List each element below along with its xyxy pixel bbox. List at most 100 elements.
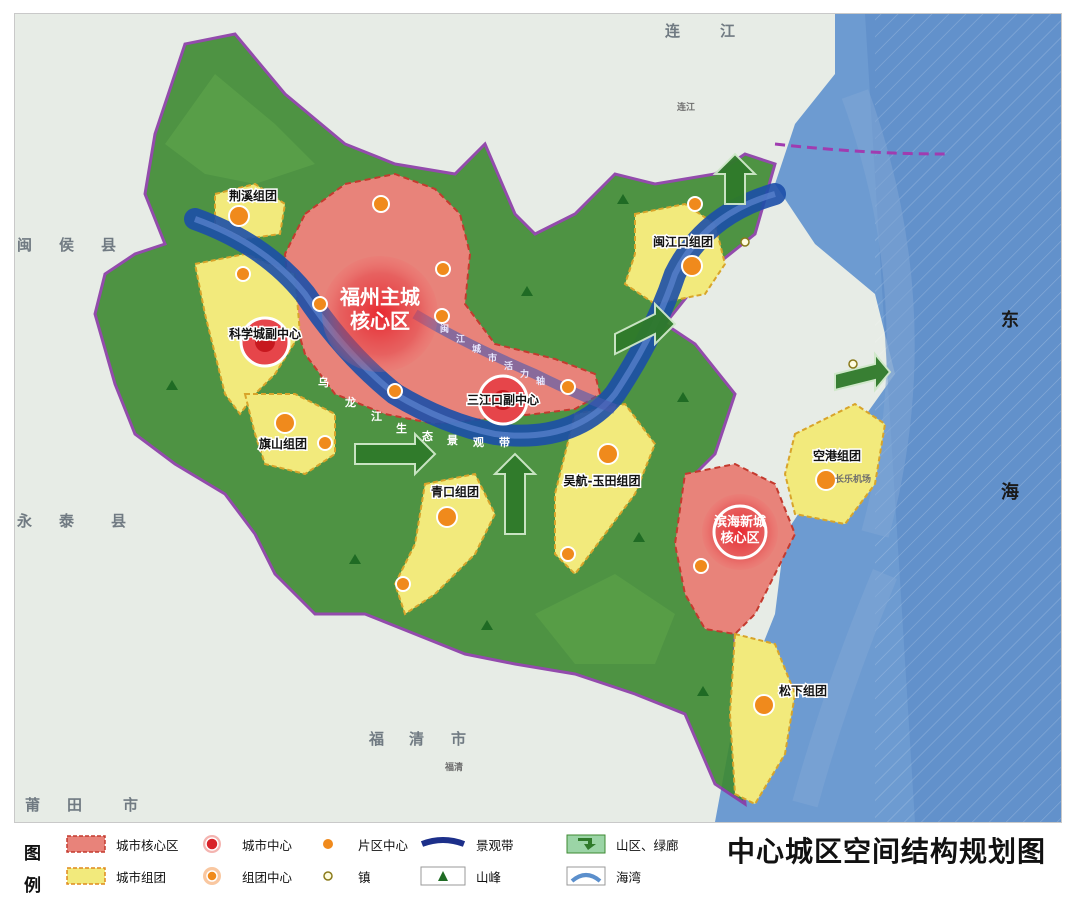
sea-boundary-line <box>774 142 946 156</box>
core-labels: 福州主城 核心区 滨海新城 核心区 <box>339 285 766 546</box>
cluster-labels: 荆溪组团 闽江口组团 旗山组团 青口组团 吴航-玉田组团 空港组团 松下组团 <box>227 187 862 700</box>
region-shi1: 市 <box>451 730 466 748</box>
belt2-char-2: 江 <box>456 333 465 345</box>
area-center-8 <box>317 435 333 451</box>
region-labels: 连 江 闽 侯 县 永 泰 县 福 清 市 莆 田 市 <box>16 22 735 814</box>
cluster-center-qingkou <box>436 506 458 528</box>
cluster-songxia <box>728 632 797 806</box>
legend-city-cluster: 城市组团 <box>66 865 166 887</box>
peak-1 <box>617 194 629 204</box>
area-center-3 <box>312 296 328 312</box>
belt-char-1: 乌 <box>318 375 329 389</box>
legend-label: 片区中心 <box>358 837 409 853</box>
map-canvas: 连 江 闽 侯 县 永 泰 县 福 清 市 莆 田 市 东 海 连江 长乐机场 … <box>15 14 1061 822</box>
map-title: 中心城区空间结构规划图 <box>726 835 1046 868</box>
area-center-4 <box>435 261 451 277</box>
sea-labels: 东 海 <box>1001 309 1019 503</box>
peak-5 <box>633 532 645 542</box>
label-jingxi: 荆溪组团 <box>229 188 277 203</box>
peaks <box>166 194 709 696</box>
landscape-belt-icon <box>420 834 466 854</box>
legend-label: 城市组团 <box>116 869 167 885</box>
town-1 <box>848 359 858 369</box>
belt2-char-1: 闽 <box>440 323 449 335</box>
fuzhou-core-label-2: 核心区 <box>350 309 410 333</box>
small-place-labels: 连江 长乐机场 福清 <box>444 101 871 773</box>
legend-city-core-symbol <box>66 834 106 854</box>
mountain-highlight-1 <box>165 74 315 184</box>
belt-chars: 乌 龙 江 生 态 景 观 带 <box>318 375 510 449</box>
fuzhou-core-label-1: 福州主城 <box>339 285 420 309</box>
region-fu: 福 <box>368 730 384 748</box>
legend-city-cluster-symbol <box>66 866 106 886</box>
area-center-5 <box>434 308 450 324</box>
label-kexuecheng: 科学城副中心 <box>229 326 301 341</box>
belt2-char-6: 力 <box>520 368 529 380</box>
area-center-2 <box>235 266 251 282</box>
legend-label: 海湾 <box>616 869 642 885</box>
corridor-arrow-1 <box>354 431 437 477</box>
area-center-11 <box>687 196 703 212</box>
legend-mountain-corridor: 山区、绿廊 <box>566 833 679 855</box>
sea-label-hai: 海 <box>1001 481 1019 503</box>
city-center-icon <box>192 834 232 854</box>
binhai-core-label-1: 滨海新城 <box>714 514 766 530</box>
region-shi2: 市 <box>123 796 138 814</box>
belt-char-5: 态 <box>422 429 433 443</box>
bay-arc-north <box>841 89 915 538</box>
belt-char-2: 龙 <box>344 395 356 409</box>
place-lianjiang: 连江 <box>677 101 695 113</box>
peak-4 <box>349 554 361 564</box>
region-qing: 清 <box>409 730 424 748</box>
towns <box>740 237 858 369</box>
area-center-10 <box>560 546 576 562</box>
label-songxia: 松下组团 <box>779 683 827 698</box>
cluster-wuhang <box>554 402 657 576</box>
legend-city-core-area: 城市核心区 <box>66 833 179 855</box>
peak-6 <box>481 620 493 630</box>
belt-char-3: 江 <box>371 409 382 423</box>
landscape-belt-inner <box>193 191 776 439</box>
label-qishan: 旗山组团 <box>259 436 307 451</box>
corridor-arrow-3 <box>614 301 677 356</box>
cluster-center-minjiangkou <box>681 255 703 277</box>
legend-label: 山峰 <box>476 869 502 885</box>
region-tian: 田 <box>67 796 82 814</box>
area-center-12 <box>693 558 709 574</box>
subcenter-labels: 科学城副中心 三江口副中心 <box>227 325 540 409</box>
area-centers <box>228 195 837 716</box>
label-konggang: 空港组团 <box>813 448 861 463</box>
belt-secondary <box>412 309 617 414</box>
corridor-arrow-2 <box>492 452 538 535</box>
peak-2 <box>166 380 178 390</box>
corridor-arrow-5 <box>834 351 892 393</box>
region-pu: 莆 <box>25 796 40 814</box>
place-fuqing: 福清 <box>444 761 463 773</box>
legend-label: 山区、绿廊 <box>616 837 679 853</box>
area-center-9 <box>395 576 411 592</box>
clusters <box>193 182 887 806</box>
town-2 <box>740 237 750 247</box>
belt-char-6: 景 <box>446 434 458 447</box>
sanjiangkou-center <box>493 390 513 410</box>
belt-char-7: 观 <box>473 436 484 449</box>
belt-char-4: 生 <box>396 421 407 435</box>
belt2-chars: 闽 江 城 市 活 力 轴 <box>440 323 545 387</box>
legend-label: 城市核心区 <box>116 837 179 853</box>
sea-label-dong: 东 <box>1001 309 1019 331</box>
legend-area-center: 片区中心 <box>308 833 408 855</box>
corridor-arrows <box>354 152 892 535</box>
kexuecheng-center <box>255 332 275 352</box>
cluster-center-qishan <box>274 412 296 434</box>
area-center-6 <box>387 383 403 399</box>
legend-peak: 山峰 <box>420 865 501 887</box>
label-wuhang: 吴航-玉田组团 <box>564 473 641 488</box>
cluster-center-konggang <box>815 469 837 491</box>
area-center-icon <box>308 834 348 854</box>
legend-heading-1: 图 <box>24 844 41 864</box>
peak-icon <box>420 866 466 886</box>
peak-7 <box>697 686 709 696</box>
belt2-char-3: 城 <box>472 343 481 355</box>
region-tai: 泰 <box>58 512 75 530</box>
legend-label: 镇 <box>358 869 371 885</box>
